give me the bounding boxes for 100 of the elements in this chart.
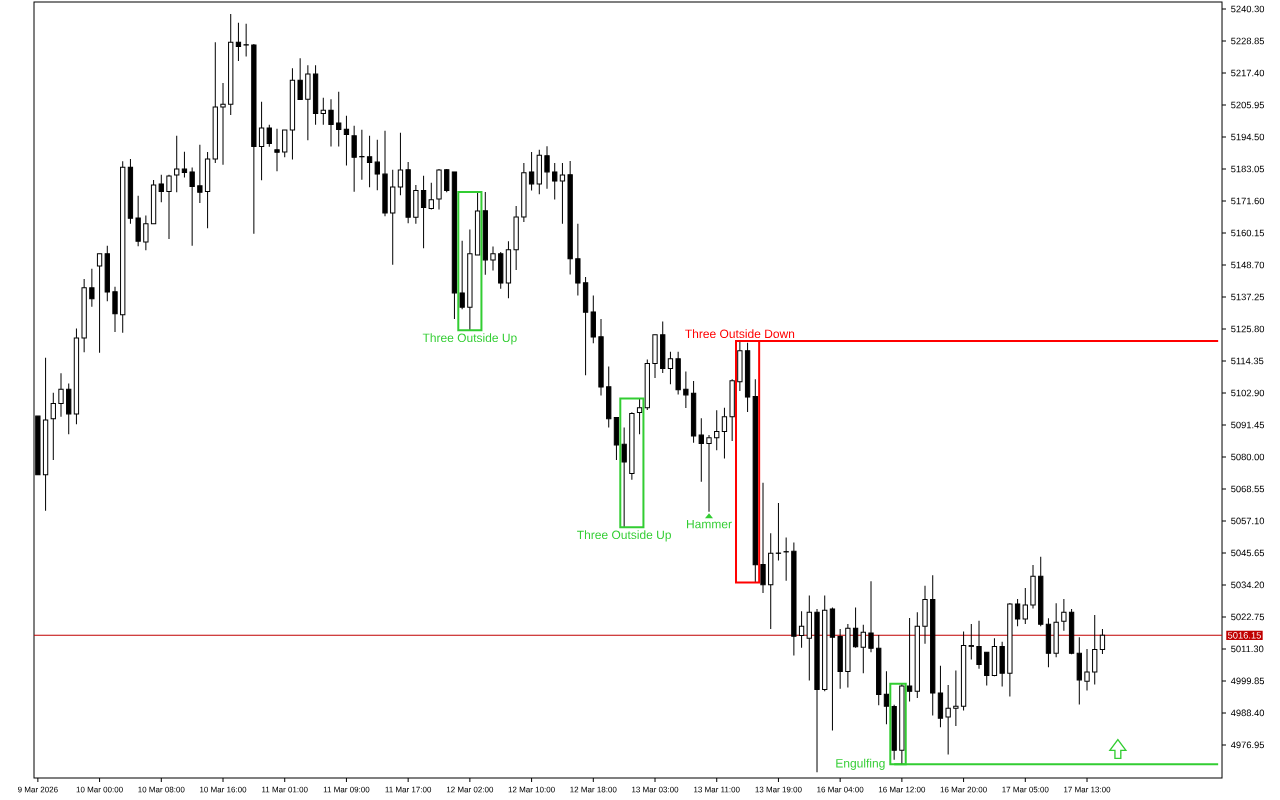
candlestick bbox=[721, 407, 728, 460]
candlestick bbox=[683, 370, 689, 409]
candlestick bbox=[197, 144, 203, 204]
annotation: Hammer bbox=[686, 519, 732, 529]
candlestick bbox=[96, 253, 103, 354]
y-tick-label: 5114.35 bbox=[1231, 357, 1264, 365]
candlestick bbox=[135, 195, 141, 247]
candlestick bbox=[1084, 648, 1090, 692]
candlestick bbox=[528, 151, 535, 192]
candlestick bbox=[783, 536, 789, 582]
annotation: Three Outside Up bbox=[422, 333, 517, 345]
x-tick-label: 13 Mar 11:00 bbox=[694, 786, 740, 793]
candlestick bbox=[1022, 587, 1028, 625]
y-tick-label: 5102.90 bbox=[1231, 389, 1265, 397]
y-tick-label: 5171.60 bbox=[1231, 197, 1265, 205]
candlestick bbox=[698, 417, 704, 483]
x-tick-label: 13 Mar 03:00 bbox=[632, 786, 679, 793]
y-tick-label: 5011.30 bbox=[1231, 645, 1264, 653]
annotation: Engulfing bbox=[836, 758, 885, 770]
candlestick bbox=[559, 162, 566, 225]
candlestick bbox=[976, 620, 982, 670]
y-tick-label: 5217.40 bbox=[1231, 69, 1265, 77]
candlestick bbox=[544, 145, 550, 190]
y-tick-label: 5228.85 bbox=[1231, 37, 1265, 45]
candlestick bbox=[328, 98, 334, 147]
y-tick-label: 4976.95 bbox=[1230, 741, 1265, 749]
candlestick bbox=[760, 482, 766, 594]
candlestick bbox=[366, 135, 373, 188]
candlestick bbox=[706, 434, 712, 513]
x-tick-label: 11 Mar 09:00 bbox=[323, 786, 370, 793]
y-tick-label: 5240.30 bbox=[1231, 5, 1265, 13]
candlestick bbox=[89, 268, 95, 308]
x-tick-label: 12 Mar 02:00 bbox=[446, 786, 494, 793]
x-tick-label: 11 Mar 17:00 bbox=[385, 786, 432, 793]
candlestick bbox=[883, 670, 890, 725]
candlestick bbox=[1092, 614, 1098, 685]
y-tick-label: 4999.85 bbox=[1230, 677, 1265, 685]
y-tick-label: 5080.00 bbox=[1231, 453, 1265, 461]
candlestick bbox=[174, 135, 180, 193]
candlestick bbox=[984, 651, 990, 687]
candlestick bbox=[1099, 628, 1106, 655]
candlestick bbox=[258, 101, 265, 181]
candlestick bbox=[266, 124, 272, 148]
candlestick bbox=[775, 502, 782, 562]
candlestick bbox=[397, 132, 404, 196]
candlestick bbox=[714, 409, 720, 451]
candlestick bbox=[945, 684, 951, 756]
x-tick-label: 16 Mar 20:00 bbox=[940, 786, 987, 793]
y-tick-label: 5194.50 bbox=[1231, 133, 1265, 141]
y-tick-label: 5183.05 bbox=[1231, 165, 1265, 173]
y-tick-label: 5057.10 bbox=[1231, 517, 1265, 525]
candlestick bbox=[636, 398, 643, 435]
candlestick bbox=[1061, 598, 1067, 632]
x-tick-label: 17 Mar 05:00 bbox=[1002, 786, 1049, 793]
candlestick bbox=[320, 97, 326, 126]
y-tick-label: 5137.25 bbox=[1231, 293, 1265, 301]
x-tick-label: 13 Mar 19:00 bbox=[755, 786, 802, 793]
candlestick bbox=[968, 623, 974, 661]
candlestick bbox=[852, 607, 859, 649]
candlestick bbox=[58, 372, 64, 418]
candlestick bbox=[1014, 598, 1021, 627]
y-tick-label: 5205.95 bbox=[1231, 101, 1265, 109]
x-tick-label: 16 Mar 04:00 bbox=[817, 786, 864, 793]
candlestick bbox=[336, 91, 342, 147]
x-tick-label: 16 Mar 12:00 bbox=[878, 786, 926, 793]
annotation: Three Outside Down bbox=[685, 329, 795, 339]
x-tick-label: 12 Mar 18:00 bbox=[570, 786, 617, 793]
candlestick bbox=[50, 392, 56, 461]
y-tick-label: 5148.70 bbox=[1231, 261, 1265, 269]
ref-line-label: 5016.15 bbox=[1227, 632, 1261, 639]
y-tick-label: 5034.20 bbox=[1231, 581, 1265, 589]
candlestick bbox=[297, 57, 303, 101]
y-tick-label: 5068.55 bbox=[1231, 485, 1265, 493]
candlestick bbox=[220, 82, 226, 166]
x-tick-label: 10 Mar 00:00 bbox=[76, 786, 123, 793]
candlestick bbox=[112, 286, 118, 333]
candlestick bbox=[274, 128, 280, 172]
x-tick-label: 10 Mar 16:00 bbox=[200, 786, 247, 793]
candlestick bbox=[444, 168, 450, 193]
candlestick bbox=[282, 129, 288, 158]
candlestick bbox=[621, 427, 627, 528]
candlestick bbox=[906, 617, 913, 702]
x-tick-label: 12 Mar 10:00 bbox=[508, 786, 555, 793]
y-tick-label: 5091.45 bbox=[1231, 421, 1265, 429]
annotation: Three Outside Up bbox=[577, 530, 671, 542]
candlestick bbox=[343, 115, 350, 166]
candlestick bbox=[351, 125, 357, 193]
candlestick bbox=[459, 240, 465, 310]
candlestick bbox=[860, 624, 866, 674]
candlestick bbox=[552, 162, 558, 201]
candlestick bbox=[235, 22, 242, 62]
candlestick bbox=[868, 580, 874, 653]
candlestick bbox=[420, 175, 427, 249]
candlestick bbox=[189, 166, 195, 247]
candlestick bbox=[143, 214, 149, 251]
x-tick-label: 11 Mar 01:00 bbox=[262, 786, 308, 793]
y-tick-label: 5160.15 bbox=[1231, 229, 1265, 237]
candlestick bbox=[243, 23, 249, 57]
y-tick-label: 5022.75 bbox=[1231, 613, 1265, 621]
candlestick bbox=[798, 610, 805, 649]
